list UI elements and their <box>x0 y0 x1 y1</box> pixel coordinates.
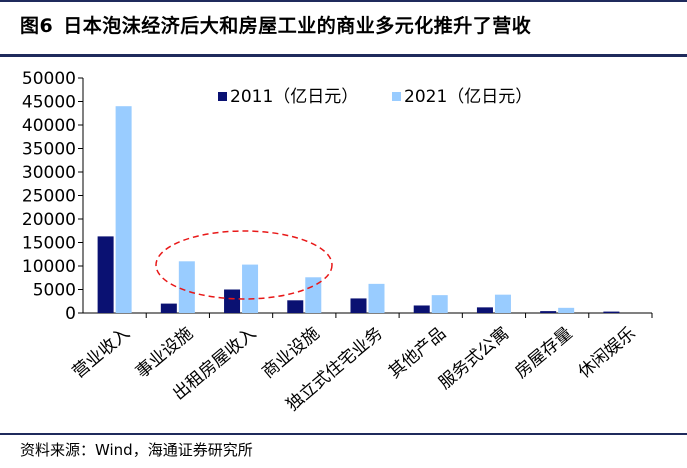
y-tick-label: 20000 <box>22 210 76 230</box>
highlight-ellipse <box>155 230 333 300</box>
bar-series2 <box>178 261 195 313</box>
bar-series1 <box>224 289 241 313</box>
figure-title: 日本泡沫经济后大和房屋工业的商业多元化推升了营收 <box>63 15 532 37</box>
title-bottom-rule <box>0 54 687 57</box>
bar-series1 <box>476 307 493 313</box>
y-tick-label: 40000 <box>22 116 76 136</box>
page-title: 图6 日本泡沫经济后大和房屋工业的商业多元化推升了营收 <box>20 6 531 46</box>
bar-series2 <box>115 106 132 313</box>
legend-swatch <box>218 92 227 101</box>
bar-series1 <box>160 303 177 313</box>
bar-series1 <box>540 311 557 313</box>
y-tick-label: 0 <box>65 304 76 324</box>
bar-series1 <box>603 311 620 313</box>
y-tick-label: 15000 <box>22 234 76 254</box>
bar-series2 <box>242 264 259 313</box>
legend-label: 2011（亿日元） <box>230 87 358 107</box>
bar-series1 <box>287 300 304 313</box>
bar-series2 <box>558 307 575 313</box>
y-tick-label: 10000 <box>22 257 76 277</box>
bar-series2 <box>494 294 511 313</box>
figure-label: 图6 <box>20 15 54 37</box>
y-tick-label: 25000 <box>22 187 76 207</box>
bar-series1 <box>350 298 367 313</box>
bar-series2 <box>305 277 322 313</box>
bar-series2 <box>431 295 448 313</box>
x-tick-label: 休闲娱乐 <box>575 324 640 383</box>
y-tick-label: 35000 <box>22 140 76 160</box>
y-tick-label: 5000 <box>33 281 76 301</box>
bar-chart: 0 5000 10000 15000 20000 25000 30000 35000 40000… <box>22 69 653 415</box>
title-top-rule <box>0 0 687 2</box>
x-tick-label: 服务式公寓 <box>435 324 513 394</box>
footer-rule <box>0 433 687 435</box>
bar-series1 <box>413 305 430 313</box>
x-tick-label: 房屋存量 <box>511 324 576 383</box>
y-tick-label: 30000 <box>22 163 76 183</box>
x-tick-label: 营业收入 <box>69 324 134 383</box>
y-tick-label: 45000 <box>22 93 76 113</box>
legend-swatch <box>392 92 401 101</box>
bar-series1 <box>97 236 114 313</box>
source-note: 资料来源：Wind，海通证券研究所 <box>20 441 253 459</box>
y-tick-label: 50000 <box>22 69 76 89</box>
bar-series2 <box>368 283 385 313</box>
legend-label: 2021（亿日元） <box>404 87 532 107</box>
